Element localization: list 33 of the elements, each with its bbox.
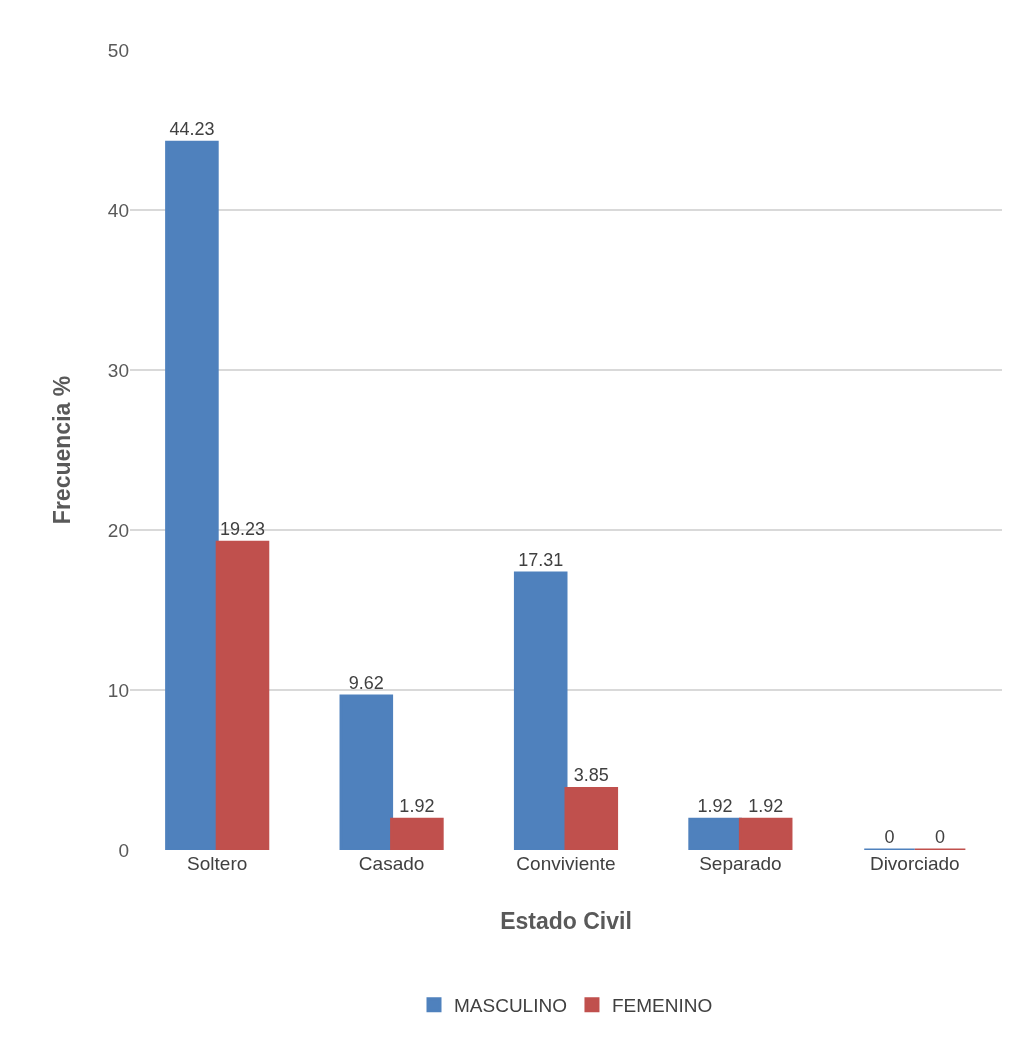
- y-axis-title: Frecuencia %: [49, 375, 76, 525]
- bar: [215, 540, 270, 850]
- y-tick-label: 20: [107, 519, 129, 541]
- legend-label: MASCULINO: [454, 995, 567, 1017]
- bar: [390, 817, 444, 850]
- data-label: 17.31: [518, 550, 564, 571]
- legend-label: FEMENINO: [611, 995, 713, 1017]
- y-tick-label: 30: [107, 359, 129, 381]
- bar: [738, 817, 793, 850]
- x-tick-label: Casado: [358, 853, 425, 874]
- y-tick-label: 40: [107, 199, 129, 221]
- data-label: 1.92: [697, 796, 733, 817]
- x-tick-label: Soltero: [187, 853, 248, 874]
- x-axis-title: Estado Civil: [500, 908, 632, 934]
- bar: [688, 817, 742, 850]
- data-label: 0: [884, 827, 895, 847]
- x-tick-label: Conviviente: [516, 853, 616, 874]
- data-label: 9.62: [348, 673, 384, 694]
- bar: [339, 694, 394, 850]
- bar: [165, 140, 219, 850]
- data-label: 3.85: [573, 765, 609, 786]
- data-label: 1.92: [399, 796, 435, 817]
- x-tick-label: Divorciado: [869, 853, 960, 874]
- data-label: 44.23: [169, 119, 215, 140]
- x-tick-label: Separado: [699, 853, 782, 874]
- data-label: 19.23: [219, 519, 266, 540]
- data-label: 0: [935, 827, 946, 847]
- y-tick-label: 10: [107, 679, 129, 701]
- y-tick-label: 0: [118, 839, 129, 861]
- y-tick-label: 50: [107, 39, 129, 61]
- bar: [564, 786, 619, 850]
- bar: [513, 571, 568, 850]
- data-label: 1.92: [748, 796, 784, 817]
